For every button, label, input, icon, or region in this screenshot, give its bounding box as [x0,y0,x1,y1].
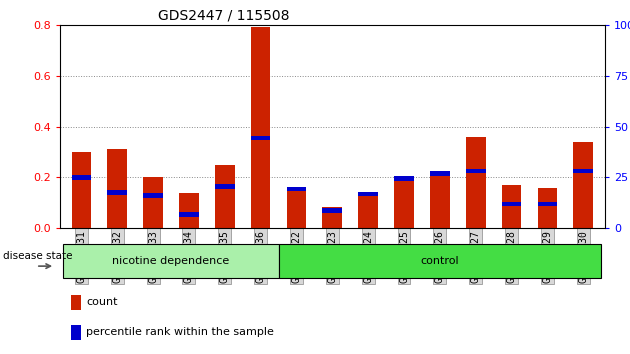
Bar [537,202,558,206]
Bar [358,195,378,228]
Text: count: count [86,297,118,307]
Text: control: control [421,256,459,266]
Text: percentile rank within the sample: percentile rank within the sample [86,327,274,337]
Bar [251,27,270,228]
Bar [573,169,593,173]
Bar [394,176,414,181]
Bar [71,175,91,180]
Bar [179,193,199,228]
Bar [143,193,163,198]
Text: GDS2447 / 115508: GDS2447 / 115508 [158,8,289,22]
Bar [143,177,163,228]
Bar [430,171,450,176]
Bar [179,212,199,217]
Bar [430,175,450,228]
Bar [323,208,342,213]
Bar [466,169,486,173]
Bar [278,244,601,278]
Bar [287,188,306,228]
Bar [537,188,558,228]
Bar [573,142,593,228]
Bar [71,152,91,228]
Bar [501,185,522,228]
Bar [323,207,342,228]
Bar [251,136,270,140]
Bar [215,165,234,228]
Bar [215,184,234,189]
Bar [71,325,81,340]
Bar [466,137,486,228]
Bar [107,149,127,228]
Bar [107,190,127,195]
Text: disease state: disease state [3,251,72,261]
Bar [501,202,522,206]
Bar [394,180,414,228]
Bar [287,187,306,191]
Bar [71,295,81,310]
Bar [358,192,378,196]
Text: nicotine dependence: nicotine dependence [112,256,229,266]
Bar [64,244,278,278]
